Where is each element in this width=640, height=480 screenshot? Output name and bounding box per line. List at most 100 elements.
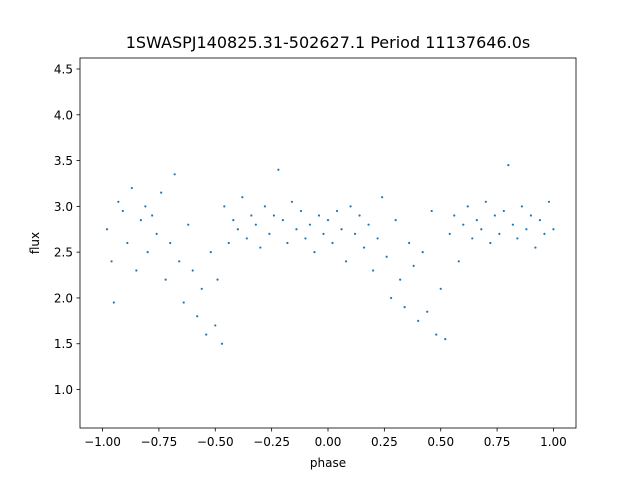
y-tick-label: 2.5: [54, 246, 73, 260]
data-point: [444, 338, 447, 341]
data-point: [381, 196, 384, 199]
data-point: [340, 228, 343, 231]
y-tick-label: 2.0: [54, 291, 73, 305]
data-point: [196, 315, 199, 318]
data-point: [399, 278, 402, 281]
data-point: [227, 241, 230, 245]
data-point: [178, 260, 181, 263]
data-point: [200, 287, 203, 290]
data-point: [439, 287, 442, 290]
data-point: [349, 205, 352, 208]
data-point: [507, 164, 510, 167]
data-point: [299, 209, 303, 213]
data-point: [394, 219, 397, 222]
y-tick-label: 1.0: [54, 383, 73, 397]
data-point: [268, 232, 271, 235]
data-point: [182, 301, 185, 304]
data-point: [516, 237, 519, 240]
data-point: [146, 251, 149, 254]
x-tick-label: −0.25: [253, 435, 290, 449]
data-point: [417, 319, 420, 322]
data-point: [220, 342, 224, 345]
data-point: [205, 333, 208, 336]
x-tick-label: 0.25: [371, 435, 398, 449]
data-point: [209, 251, 212, 254]
data-point: [187, 223, 190, 226]
y-tick-label: 3.5: [54, 154, 73, 168]
data-points: [105, 164, 555, 345]
data-point: [367, 223, 370, 226]
data-point: [331, 241, 334, 245]
data-point: [191, 269, 194, 272]
data-point: [322, 232, 325, 235]
data-point: [502, 209, 505, 213]
data-point: [466, 205, 469, 208]
data-point: [493, 214, 496, 217]
data-point: [534, 246, 537, 249]
data-point: [313, 251, 316, 254]
x-axis-label: phase: [310, 456, 346, 470]
data-point: [295, 228, 298, 231]
data-point: [135, 269, 138, 272]
data-point: [254, 223, 257, 226]
data-point: [457, 260, 460, 263]
data-point: [126, 241, 129, 245]
y-tick-label: 4.5: [54, 62, 73, 76]
y-axis-label: flux: [28, 232, 42, 254]
data-point: [121, 209, 124, 213]
data-point: [110, 260, 113, 263]
y-axis-ticks: 1.0 1.5 2.0 2.5 3.0 3.5 4.0 4.5: [54, 62, 80, 397]
data-point: [511, 223, 514, 226]
x-tick-label: 1.00: [540, 435, 567, 449]
data-point: [151, 214, 154, 217]
data-point: [529, 214, 533, 217]
data-point: [277, 168, 280, 171]
x-tick-label: −0.50: [197, 435, 234, 449]
data-point: [263, 205, 266, 208]
data-point: [130, 186, 133, 190]
data-point: [484, 200, 487, 203]
data-point: [250, 214, 253, 217]
data-point: [471, 237, 474, 240]
data-point: [426, 310, 429, 313]
data-point: [286, 241, 289, 245]
chart-title: 1SWASPJ140825.31-502627.1 Period 1113764…: [126, 33, 531, 52]
data-point: [335, 209, 339, 213]
data-point: [169, 241, 172, 245]
data-point: [214, 324, 217, 327]
data-point: [435, 333, 438, 336]
data-point: [376, 237, 379, 240]
data-point: [173, 173, 176, 176]
data-point: [362, 246, 366, 249]
data-point: [453, 214, 456, 217]
data-point: [160, 191, 163, 194]
data-point: [241, 196, 244, 199]
data-point: [430, 209, 433, 213]
data-point: [403, 306, 406, 309]
data-point: [344, 260, 348, 263]
data-point: [223, 205, 226, 208]
data-point: [304, 237, 307, 240]
x-tick-label: −0.75: [141, 435, 178, 449]
data-point: [144, 205, 147, 208]
data-point: [475, 219, 478, 222]
data-point: [412, 264, 415, 267]
data-point: [326, 219, 330, 222]
data-point: [155, 232, 158, 235]
data-point: [259, 246, 262, 249]
data-point: [498, 232, 501, 235]
y-tick-label: 3.0: [54, 200, 73, 214]
data-point: [358, 214, 361, 217]
data-point: [308, 223, 312, 226]
data-point: [525, 228, 528, 231]
data-point: [520, 205, 523, 208]
y-tick-label: 1.5: [54, 337, 73, 351]
data-point: [448, 232, 451, 235]
x-axis-ticks: −1.00 −0.75 −0.50 −0.25 0.00 0.25 0.50 0.75 1.00: [84, 428, 567, 449]
data-point: [139, 219, 142, 222]
x-tick-label: 0.00: [315, 435, 342, 449]
data-point: [421, 251, 424, 254]
y-tick-label: 4.0: [54, 108, 73, 122]
